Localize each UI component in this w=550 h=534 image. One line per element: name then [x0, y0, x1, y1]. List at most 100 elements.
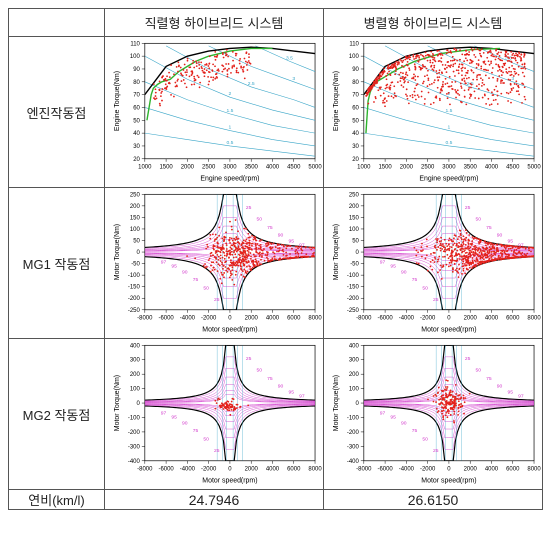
svg-text:75: 75: [412, 277, 418, 283]
svg-text:95: 95: [171, 264, 177, 270]
svg-text:50: 50: [476, 367, 482, 373]
mg1-chart-parallel: -8000-6000-4000-200002000400060008000-25…: [324, 188, 542, 338]
svg-text:300: 300: [130, 358, 141, 364]
svg-text:0.5: 0.5: [226, 140, 233, 146]
svg-text:50: 50: [476, 216, 482, 222]
svg-text:95: 95: [171, 415, 177, 421]
comparison-table: 직렬형 하이브리드 시스템 병렬형 하이브리드 시스템 엔진작동점 100015…: [8, 8, 543, 510]
svg-text:2000: 2000: [245, 316, 259, 322]
svg-text:2: 2: [448, 91, 451, 97]
svg-text:1.5: 1.5: [445, 108, 452, 114]
svg-text:1500: 1500: [378, 165, 392, 171]
svg-text:97: 97: [380, 411, 386, 417]
svg-text:6000: 6000: [506, 316, 520, 322]
svg-text:-250: -250: [128, 308, 141, 314]
svg-text:-200: -200: [347, 430, 360, 436]
svg-text:100: 100: [130, 387, 141, 393]
svg-text:2500: 2500: [202, 165, 216, 171]
svg-text:75: 75: [486, 225, 492, 231]
svg-text:110: 110: [130, 41, 140, 47]
svg-text:250: 250: [349, 192, 360, 198]
svg-text:0: 0: [447, 467, 451, 473]
svg-text:0.5: 0.5: [445, 140, 452, 146]
svg-text:25: 25: [465, 205, 471, 211]
svg-text:97: 97: [518, 393, 524, 399]
col-header-parallel: 병렬형 하이브리드 시스템: [324, 9, 543, 37]
engine-chart-series: 1000150020002500300035004000450050002030…: [105, 37, 323, 187]
svg-text:-100: -100: [128, 273, 141, 279]
svg-text:Engine Torque(Nm): Engine Torque(Nm): [114, 71, 121, 131]
svg-text:90: 90: [133, 67, 140, 73]
fuel-value-parallel: 26.6150: [324, 490, 543, 510]
svg-text:100: 100: [130, 54, 141, 60]
svg-text:200: 200: [349, 204, 360, 210]
svg-text:4500: 4500: [506, 165, 520, 171]
svg-text:-6000: -6000: [158, 467, 174, 473]
svg-text:-8000: -8000: [356, 467, 372, 473]
svg-text:25: 25: [246, 205, 252, 211]
svg-text:1.5: 1.5: [226, 108, 233, 114]
svg-text:2: 2: [229, 91, 232, 97]
svg-text:0: 0: [356, 250, 360, 256]
svg-text:70: 70: [133, 93, 140, 99]
svg-text:6000: 6000: [287, 467, 301, 473]
svg-text:250: 250: [130, 192, 141, 198]
svg-text:1500: 1500: [159, 165, 173, 171]
fuel-value-series: 24.7946: [105, 490, 324, 510]
row-label-engine: 엔진작동점: [9, 37, 105, 188]
svg-text:Motor speed(rpm): Motor speed(rpm): [421, 478, 476, 485]
svg-text:-200: -200: [347, 296, 360, 302]
svg-text:0: 0: [228, 316, 232, 322]
row-label-mg2: MG2 작동점: [9, 339, 105, 490]
svg-text:75: 75: [267, 225, 273, 231]
svg-text:Engine speed(rpm): Engine speed(rpm): [200, 176, 259, 183]
svg-text:150: 150: [130, 215, 141, 221]
svg-text:30: 30: [133, 144, 140, 150]
svg-text:95: 95: [507, 389, 513, 395]
svg-text:-100: -100: [347, 273, 360, 279]
svg-text:5000: 5000: [527, 165, 541, 171]
mg2-chart-parallel: -8000-6000-4000-200002000400060008000-40…: [324, 339, 542, 489]
svg-text:25: 25: [214, 448, 220, 454]
svg-text:8000: 8000: [308, 316, 322, 322]
svg-text:-8000: -8000: [137, 316, 153, 322]
svg-text:-2000: -2000: [201, 316, 217, 322]
svg-text:3500: 3500: [464, 165, 478, 171]
svg-text:3000: 3000: [223, 165, 237, 171]
svg-text:-50: -50: [131, 262, 140, 268]
svg-text:3: 3: [292, 76, 295, 82]
svg-text:Motor Torque(Nm): Motor Torque(Nm): [333, 375, 340, 431]
svg-text:-4000: -4000: [399, 467, 415, 473]
svg-text:80: 80: [133, 80, 140, 86]
svg-text:4000: 4000: [485, 165, 499, 171]
svg-text:4000: 4000: [266, 467, 280, 473]
svg-text:75: 75: [193, 277, 199, 283]
svg-text:4000: 4000: [485, 467, 499, 473]
svg-text:50: 50: [133, 238, 140, 244]
svg-text:75: 75: [486, 376, 492, 382]
svg-text:25: 25: [465, 356, 471, 362]
svg-text:-300: -300: [128, 444, 141, 450]
svg-text:-8000: -8000: [137, 467, 153, 473]
svg-text:-150: -150: [128, 285, 141, 291]
svg-text:4500: 4500: [287, 165, 301, 171]
svg-text:50: 50: [257, 216, 263, 222]
svg-text:-100: -100: [128, 415, 141, 421]
svg-text:90: 90: [401, 270, 407, 276]
svg-text:-4000: -4000: [399, 316, 415, 322]
svg-text:40: 40: [133, 131, 140, 137]
svg-text:90: 90: [182, 270, 188, 276]
svg-text:Motor Torque(Nm): Motor Torque(Nm): [333, 224, 340, 280]
svg-text:2000: 2000: [245, 467, 259, 473]
svg-text:95: 95: [390, 264, 396, 270]
svg-text:400: 400: [130, 343, 141, 349]
svg-text:-6000: -6000: [377, 467, 393, 473]
svg-text:2500: 2500: [421, 165, 435, 171]
row-label-mg1: MG1 작동점: [9, 188, 105, 339]
svg-text:97: 97: [299, 393, 305, 399]
svg-text:Motor speed(rpm): Motor speed(rpm): [421, 327, 476, 334]
svg-text:90: 90: [278, 384, 284, 390]
svg-text:4000: 4000: [266, 165, 280, 171]
svg-text:60: 60: [133, 105, 140, 111]
svg-text:3.5: 3.5: [286, 55, 293, 61]
